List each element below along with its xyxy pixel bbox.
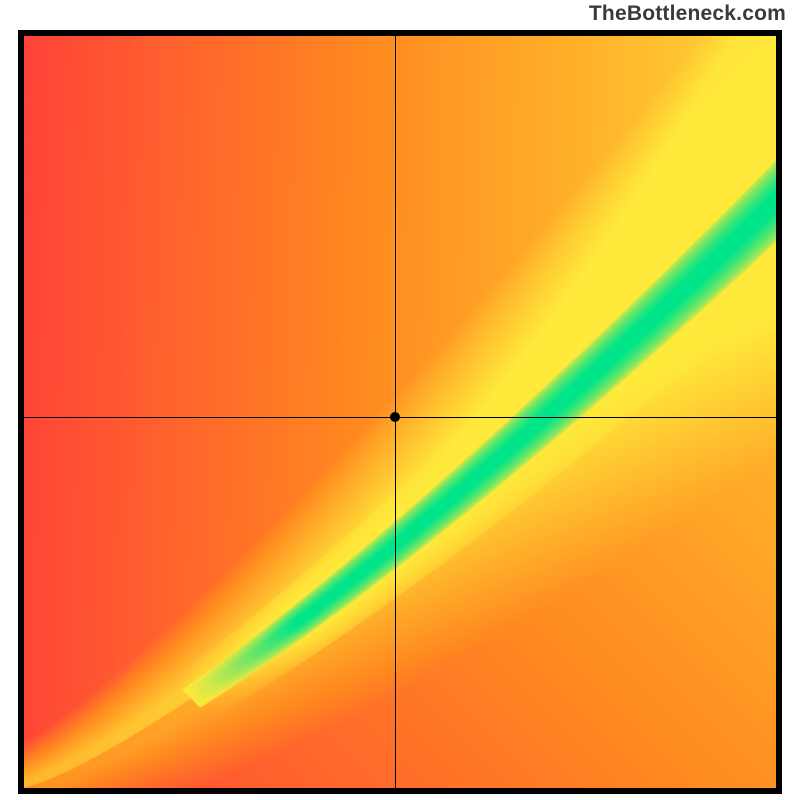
heatmap-canvas [24,36,776,788]
chart-container: TheBottleneck.com [0,0,800,800]
plot-frame [18,30,782,794]
plot-inner [24,36,776,788]
watermark-text: TheBottleneck.com [589,2,786,26]
crosshair-point [390,412,400,422]
crosshair-horizontal [24,417,776,418]
